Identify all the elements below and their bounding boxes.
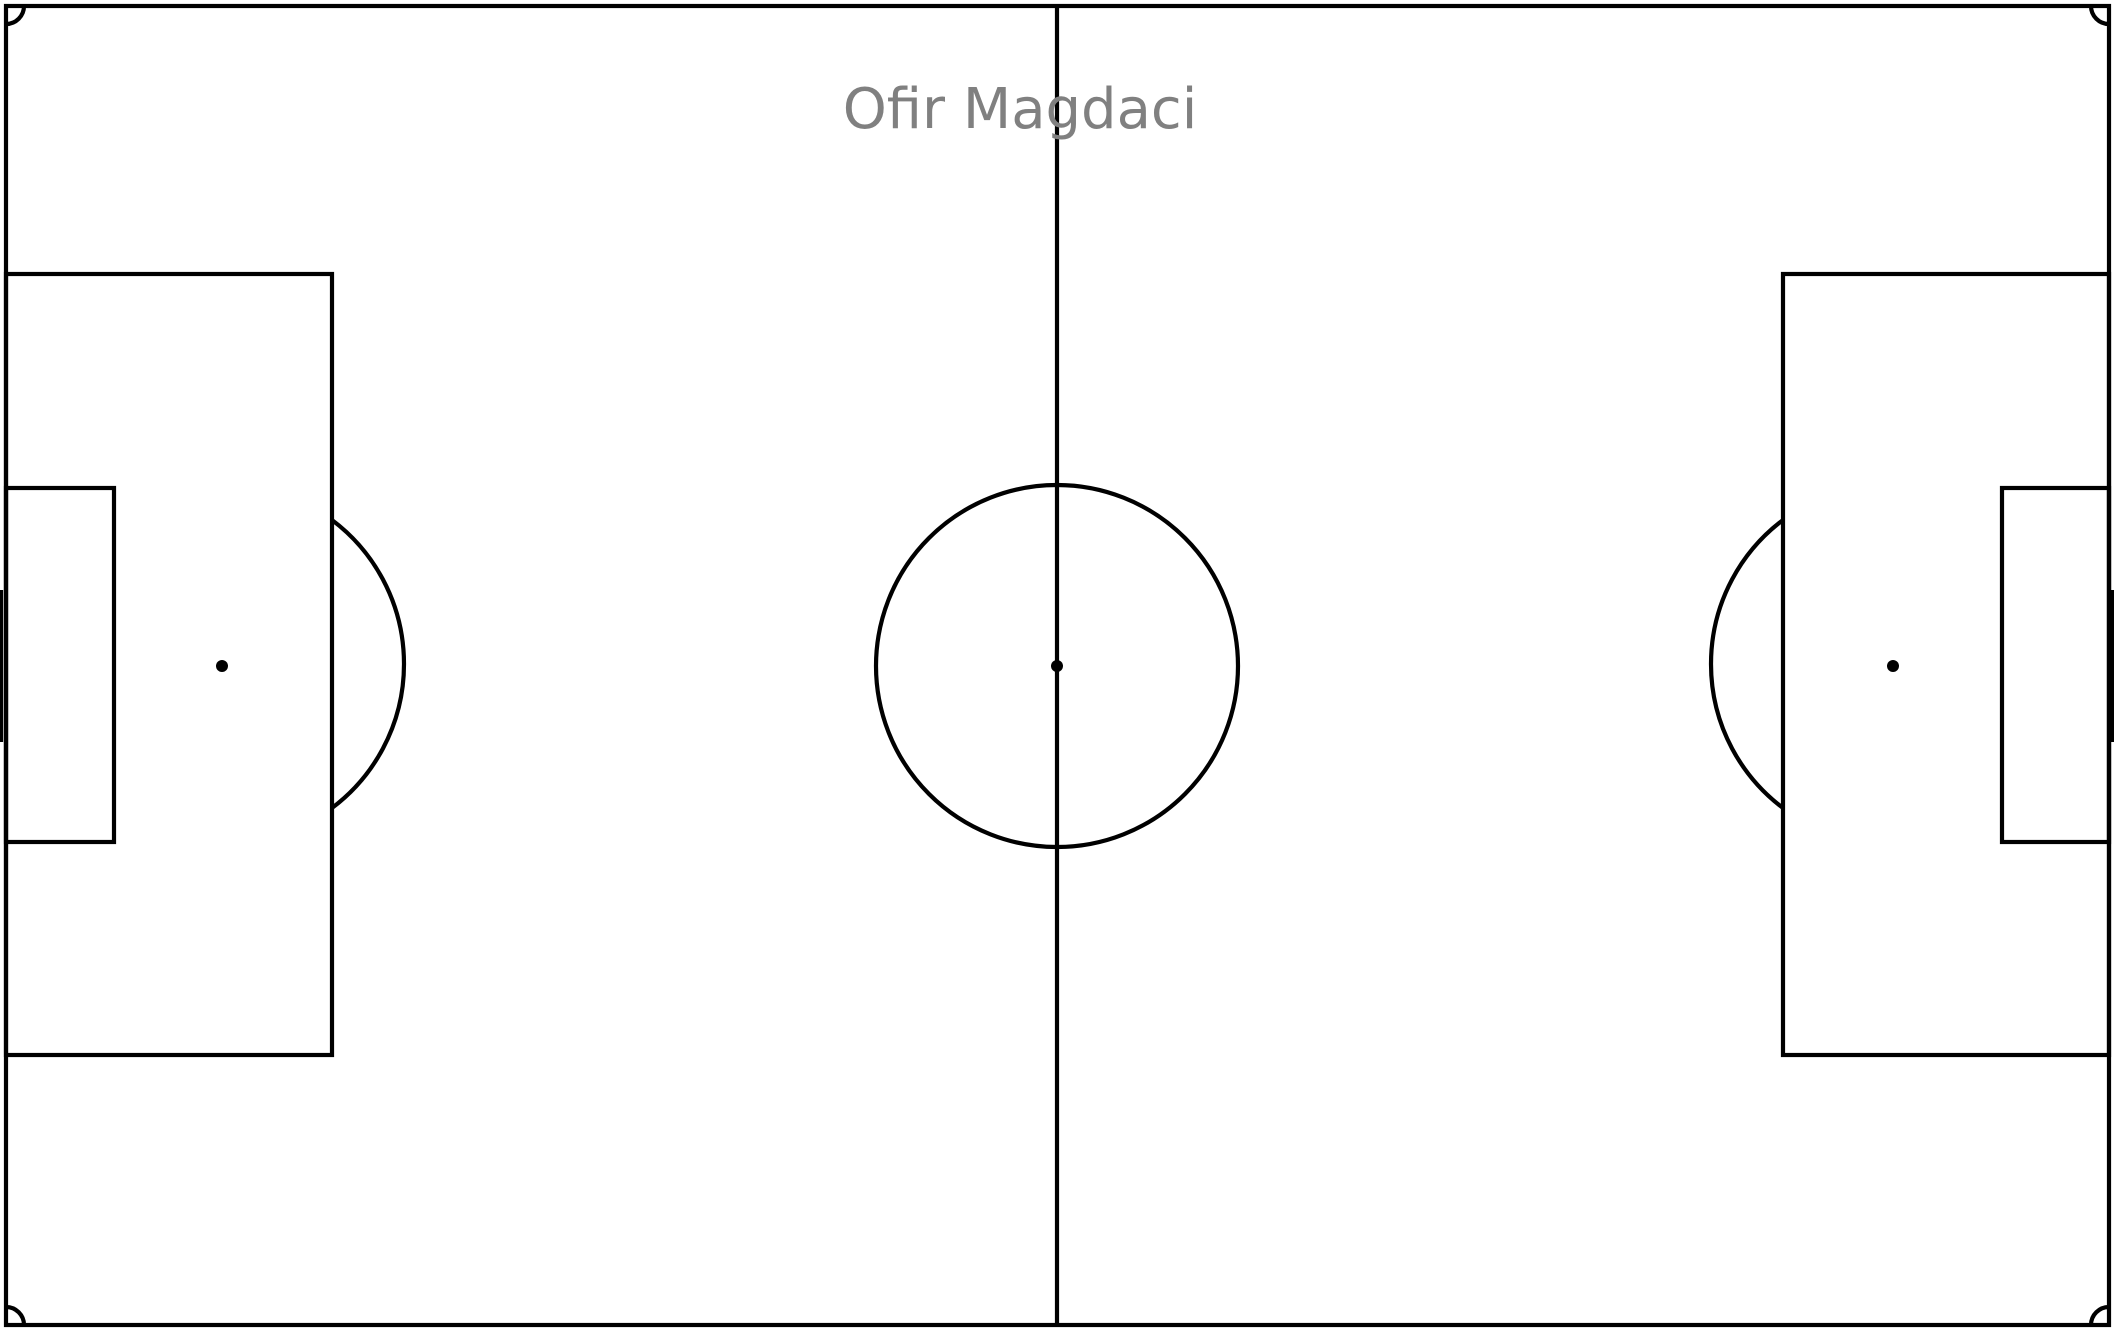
left-penalty-arc bbox=[330, 518, 407, 810]
corner-arc-bottom-left bbox=[5, 1304, 27, 1326]
right-goal-area bbox=[1999, 485, 2112, 845]
right-penalty-spot bbox=[1887, 660, 1899, 672]
right-penalty-arc bbox=[1708, 518, 1785, 810]
right-penalty-area bbox=[1780, 271, 2112, 1058]
centre-circle bbox=[873, 482, 1241, 850]
left-penalty-area bbox=[3, 271, 335, 1058]
centre-spot bbox=[1051, 660, 1063, 672]
corner-arc-bottom-right bbox=[2088, 1304, 2110, 1326]
player-name-title: Ofir Magdaci bbox=[842, 77, 1198, 142]
corner-arc-top-left bbox=[5, 5, 27, 27]
left-goal-area bbox=[3, 485, 117, 845]
left-penalty-spot bbox=[216, 660, 228, 672]
corner-arc-top-right bbox=[2088, 5, 2110, 27]
